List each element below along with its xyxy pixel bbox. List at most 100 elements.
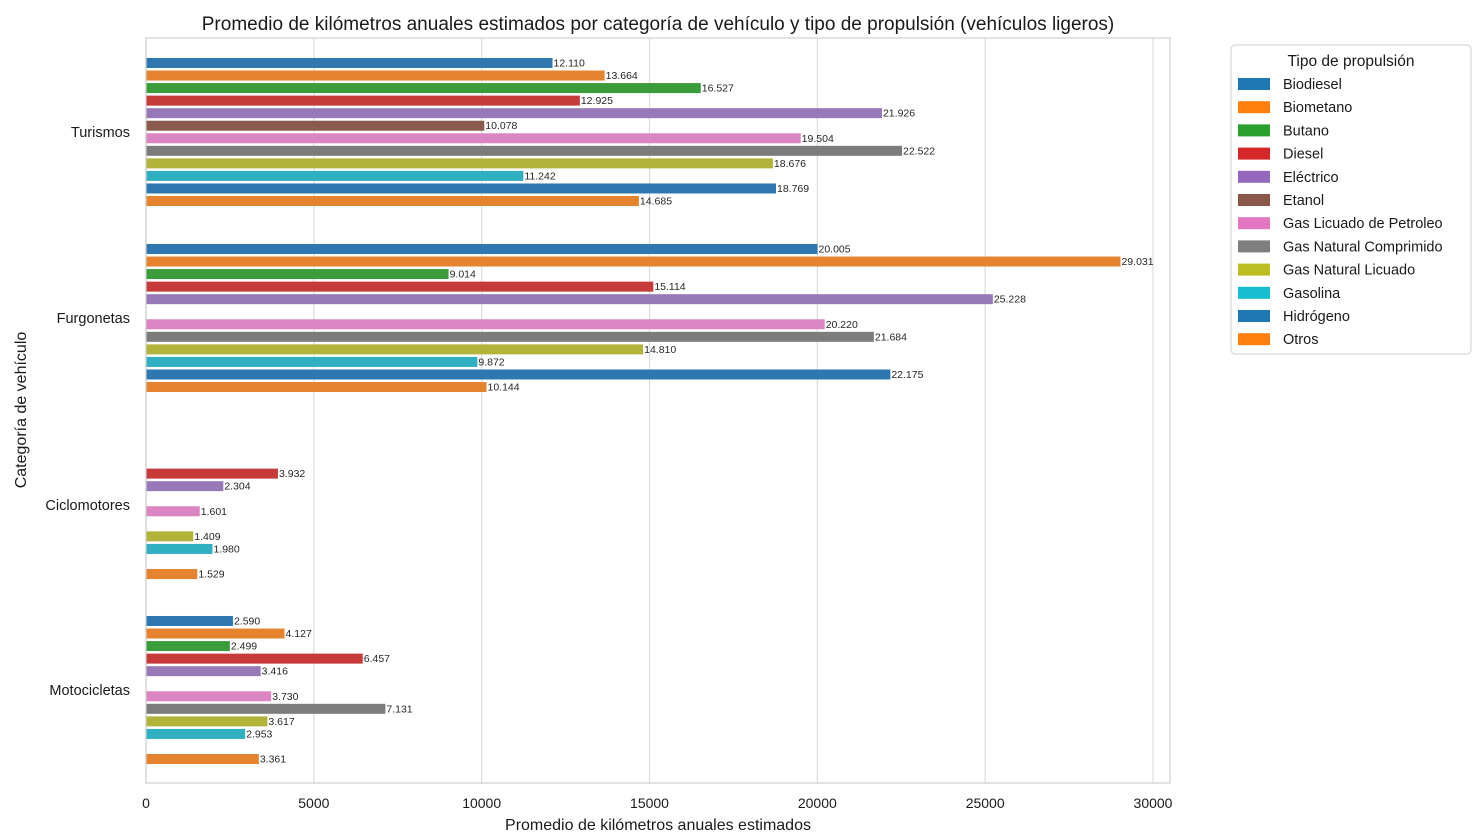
data-label: 1.601 xyxy=(201,506,227,518)
data-label: 19.504 xyxy=(802,133,834,145)
legend-entry: Diesel xyxy=(1283,147,1323,163)
data-label: 4.127 xyxy=(286,628,312,640)
data-label: 18.676 xyxy=(774,158,806,170)
x-tick-label: 5000 xyxy=(298,795,329,811)
data-label: 1.409 xyxy=(194,531,220,543)
data-label: 9.014 xyxy=(450,269,476,281)
bar xyxy=(146,543,213,554)
legend-swatch xyxy=(1238,217,1270,230)
data-label: 21.684 xyxy=(875,331,907,343)
bar xyxy=(146,382,487,393)
category-label: Ciclomotores xyxy=(45,498,130,514)
data-label: 1.529 xyxy=(198,569,224,581)
data-label: 12.925 xyxy=(581,95,613,107)
bar xyxy=(146,703,386,714)
bar xyxy=(146,170,524,181)
data-label: 3.361 xyxy=(260,754,286,766)
legend-swatch xyxy=(1238,101,1270,114)
data-label: 1.980 xyxy=(213,543,239,555)
legend-entry: Hidrógeno xyxy=(1283,309,1350,325)
legend-swatch xyxy=(1238,124,1270,137)
bar xyxy=(146,615,233,626)
data-label: 11.242 xyxy=(524,170,555,182)
bar xyxy=(146,506,200,517)
bar xyxy=(146,183,777,194)
data-label: 3.416 xyxy=(262,666,288,678)
bar xyxy=(146,319,825,330)
bar xyxy=(146,356,478,367)
data-label: 7.131 xyxy=(386,703,412,715)
bars: 12.110 13.664 16.527 12.925 21.926 10.078 19.5… xyxy=(146,57,1154,766)
data-label: 21.926 xyxy=(883,108,915,120)
legend-entry: Gas Natural Comprimido xyxy=(1283,239,1443,255)
data-label: 3.730 xyxy=(272,691,298,703)
data-label: 20.005 xyxy=(819,243,851,255)
category-label: Turismos xyxy=(71,125,130,141)
bar xyxy=(146,243,818,254)
x-tick-label: 10000 xyxy=(462,795,501,811)
legend-swatch xyxy=(1238,310,1270,322)
bar xyxy=(146,716,268,727)
bar xyxy=(146,256,1121,267)
data-label: 3.932 xyxy=(279,468,305,480)
x-tick-label: 0 xyxy=(142,795,150,811)
bar xyxy=(146,653,363,664)
data-label: 2.304 xyxy=(224,481,250,493)
data-label: 20.220 xyxy=(826,319,858,331)
x-axis-label: Promedio de kilómetros anuales estimados xyxy=(505,817,811,834)
legend-entry: Otros xyxy=(1283,332,1318,348)
bar xyxy=(146,196,639,207)
bar xyxy=(146,331,874,342)
legend-entry: Butano xyxy=(1283,123,1329,139)
legend-box xyxy=(1230,44,1472,355)
bar xyxy=(146,95,580,106)
bar xyxy=(146,481,224,492)
bar xyxy=(146,531,194,542)
data-label: 2.590 xyxy=(234,615,260,627)
legend-swatch xyxy=(1238,240,1270,253)
data-label: 2.499 xyxy=(231,641,257,653)
chart-title: Promedio de kilómetros anuales estimados… xyxy=(202,14,1115,35)
data-label: 6.457 xyxy=(364,653,390,665)
x-tick-label: 25000 xyxy=(966,795,1005,811)
bar xyxy=(146,691,272,702)
bar xyxy=(146,281,654,292)
bar xyxy=(146,754,259,765)
bar xyxy=(146,70,605,81)
legend-items: Biodiesel Biometano Butano Diesel Eléctrico E… xyxy=(1238,77,1443,348)
bar xyxy=(146,158,773,169)
bar xyxy=(146,666,261,677)
legend-swatch xyxy=(1238,333,1270,346)
data-label: 12.110 xyxy=(553,57,584,69)
bar xyxy=(146,569,198,580)
bar xyxy=(146,83,701,94)
x-tick-label: 15000 xyxy=(630,795,669,811)
legend-entry: Eléctrico xyxy=(1283,170,1339,186)
data-label: 10.078 xyxy=(485,120,517,132)
data-label: 14.685 xyxy=(640,196,672,208)
legend-entry: Gas Natural Licuado xyxy=(1283,263,1415,279)
x-tick-label: 30000 xyxy=(1134,795,1173,811)
legend-entry: Etanol xyxy=(1283,193,1324,209)
legend: Tipo de propulsión Biodiesel Biometano But… xyxy=(1230,44,1472,355)
legend-swatch xyxy=(1238,78,1270,90)
legend-entry: Biometano xyxy=(1283,100,1352,116)
data-label: 18.769 xyxy=(777,183,809,195)
category-label: Furgonetas xyxy=(57,311,130,327)
legend-swatch xyxy=(1238,263,1270,276)
data-label: 13.664 xyxy=(606,70,638,82)
bar xyxy=(146,728,246,739)
data-label: 22.175 xyxy=(891,369,923,381)
legend-swatch xyxy=(1238,286,1270,299)
data-label: 29.031 xyxy=(1121,256,1153,268)
data-label: 10.144 xyxy=(488,382,520,394)
category-label: Motocicletas xyxy=(49,683,130,699)
data-label: 22.522 xyxy=(903,145,935,157)
bar xyxy=(146,344,644,355)
x-tick-label: 20000 xyxy=(798,795,837,811)
bar xyxy=(146,468,278,479)
legend-swatch xyxy=(1238,147,1270,160)
bar xyxy=(146,133,801,144)
legend-entry: Gasolina xyxy=(1283,286,1341,302)
